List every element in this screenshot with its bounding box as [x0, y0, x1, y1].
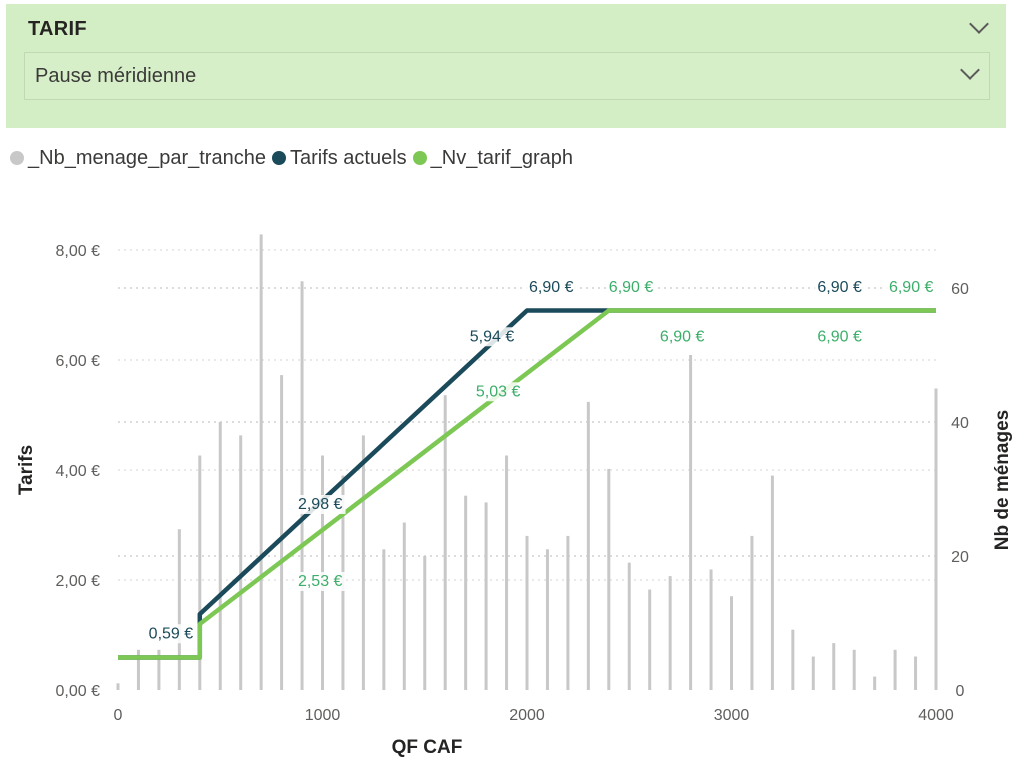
legend-label: _Nb_menage_par_tranche [28, 146, 266, 169]
data-label: 5,03 € [476, 383, 521, 400]
histogram-bar [545, 549, 549, 690]
data-label: 0,59 € [149, 625, 194, 642]
legend-dot-icon [10, 151, 24, 165]
data-label-background [814, 327, 865, 347]
histogram-bar [484, 502, 488, 690]
histogram-bar [689, 355, 693, 690]
data-label: 2,98 € [298, 496, 343, 513]
data-label-background [466, 327, 518, 347]
x-tick-label: 2000 [509, 707, 545, 724]
histogram-bar [709, 569, 713, 690]
slicer-title: TARIF [28, 18, 87, 40]
tarif-dropdown[interactable]: Pause méridienne [24, 52, 990, 100]
histogram-bar [914, 656, 918, 690]
histogram-bar [770, 475, 774, 690]
data-label: 5,94 € [470, 328, 515, 345]
y-left-tick-label: 8,00 € [56, 243, 101, 260]
data-label-background [885, 277, 937, 297]
legend-dot-icon [412, 151, 427, 165]
y-left-tick-label: 4,00 € [56, 463, 101, 480]
histogram-bar [730, 596, 733, 690]
x-tick-label: 3000 [714, 707, 750, 724]
y-left-tick-label: 6,00 € [56, 353, 101, 370]
legend-dot-icon [271, 151, 286, 165]
y-left-tick-label: 2,00 € [56, 573, 101, 590]
legend-label: Tarifs actuels [289, 146, 407, 169]
y-left-tick-label: 0,00 € [56, 683, 101, 700]
x-tick-label: 4000 [918, 707, 954, 724]
histogram-bar [218, 422, 222, 690]
y-right-tick-label: 60 [951, 281, 969, 298]
data-label-background [814, 277, 865, 297]
chart-legend: _Nb_menage_par_tranche Tarifs actuels _N… [10, 146, 579, 170]
histogram-bar [607, 468, 611, 690]
histogram-bar [586, 401, 590, 690]
x-axis-title: QF CAF [392, 737, 463, 758]
histogram-bar [239, 435, 243, 690]
legend-label: _Nv_tarif_graph [430, 146, 573, 169]
histogram-bar [668, 576, 672, 690]
legend-item-nb-menage[interactable]: _Nb_menage_par_tranche [10, 147, 266, 170]
histogram-bar [627, 562, 631, 690]
histogram-bar [811, 656, 815, 690]
histogram-bar [382, 549, 386, 690]
histogram-bar [893, 649, 897, 690]
histogram-bar [423, 556, 427, 690]
y-right-tick-label: 0 [956, 683, 965, 700]
series-line-nv-tarif [118, 308, 936, 660]
data-label-background [294, 572, 346, 591]
x-tick-label: 1000 [305, 707, 341, 724]
data-label-background [656, 327, 708, 347]
data-label: 6,90 € [889, 279, 934, 296]
histogram-bar [648, 589, 652, 690]
data-label-background [145, 624, 197, 644]
histogram-bar [852, 649, 856, 690]
y-right-tick-label: 40 [951, 415, 969, 432]
data-label-background [294, 495, 346, 514]
histogram-bar [934, 388, 938, 690]
chevron-down-icon[interactable] [960, 60, 980, 80]
legend-item-tarifs-actuels[interactable]: Tarifs actuels [271, 146, 407, 170]
histogram-bar [300, 281, 304, 690]
chevron-down-icon[interactable] [969, 14, 989, 34]
histogram-bar [402, 522, 406, 690]
histogram-bar [259, 234, 263, 690]
legend-item-nv-tarif[interactable]: _Nv_tarif_graph [412, 146, 573, 170]
data-label-background [526, 277, 577, 297]
histogram-bar [873, 676, 877, 690]
histogram-bar [116, 683, 120, 690]
histogram-bar [361, 435, 365, 690]
data-label: 2,53 € [298, 573, 343, 590]
data-label-background [472, 382, 524, 402]
histogram-bar [443, 395, 447, 690]
histogram-bar [157, 649, 161, 690]
x-tick-label: 0 [114, 707, 123, 724]
histogram-bar [136, 649, 140, 690]
dropdown-selected-value: Pause méridienne [35, 65, 197, 87]
histogram-bar [525, 535, 529, 690]
tarif-chart: 0,00 € 2,00 € 4,00 € 6,00 € 8,00 € 0 20 40 60 0 10… [16, 234, 1013, 758]
y-right-tick-label: 20 [951, 549, 969, 566]
data-label-background [605, 277, 657, 297]
data-label: 6,90 € [817, 328, 862, 345]
histogram-bar [464, 495, 468, 690]
histogram-bar [566, 535, 570, 690]
data-label: 6,90 € [609, 279, 654, 296]
histogram-bar [791, 629, 795, 690]
data-label: 6,90 € [529, 279, 574, 296]
tarif-slicer: TARIF Pause méridienne [6, 4, 1006, 128]
histogram-bar [177, 529, 181, 690]
y-left-axis-title: Tarifs [16, 445, 37, 495]
histogram-bar [832, 643, 836, 690]
y-right-axis-title: Nb de ménages [992, 410, 1013, 550]
histogram-bar [280, 375, 284, 690]
histogram-bar [198, 455, 202, 690]
data-label: 6,90 € [660, 328, 705, 345]
histogram-bar [505, 455, 509, 690]
histogram-bar [750, 535, 754, 690]
data-label: 6,90 € [817, 279, 862, 296]
